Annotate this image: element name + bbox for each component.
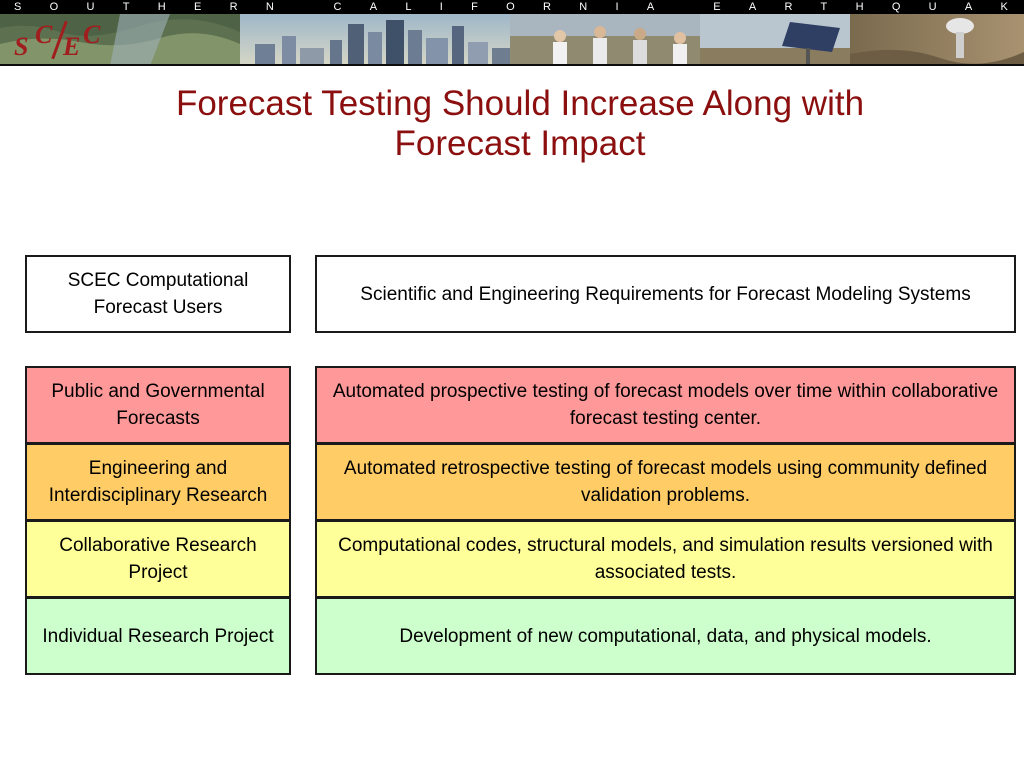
requirement-box-engineering: Automated retrospective testing of forec… — [315, 443, 1016, 521]
header-requirements-box: Scientific and Engineering Requirements … — [315, 255, 1016, 333]
title-line-2: Forecast Impact — [394, 124, 646, 163]
requirement-label: Automated retrospective testing of forec… — [343, 458, 988, 506]
logo-letter-s: S — [14, 32, 29, 61]
requirement-label: Computational codes, structural models, … — [338, 535, 993, 583]
banner-divider — [0, 64, 1024, 66]
user-box-engineering: Engineering and Interdisciplinary Resear… — [25, 443, 291, 521]
user-box-public: Public and Governmental Forecasts — [25, 366, 291, 444]
header-banner: SOUTHERN CALIFORNIA EARTHQUAKE CENTER S … — [0, 0, 1024, 66]
user-label: Engineering and Interdisciplinary Resear… — [48, 458, 268, 506]
header-users-label: SCEC Computational Forecast Users — [67, 270, 249, 318]
user-label: Individual Research Project — [42, 625, 274, 647]
requirement-label: Automated prospective testing of forecas… — [332, 381, 999, 429]
user-label: Collaborative Research Project — [59, 535, 257, 583]
logo-letter-c: C — [35, 20, 53, 49]
banner-photo-collage — [0, 14, 1024, 66]
user-label: Public and Governmental Forecasts — [51, 381, 265, 429]
requirement-box-public: Automated prospective testing of forecas… — [315, 366, 1016, 444]
user-box-collaborative: Collaborative Research Project — [25, 520, 291, 598]
header-users-box: SCEC Computational Forecast Users — [25, 255, 291, 333]
scec-logo: S C E C — [8, 18, 108, 61]
user-box-individual: Individual Research Project — [25, 597, 291, 675]
requirement-box-collaborative: Computational codes, structural models, … — [315, 520, 1016, 598]
logo-letter-c2: C — [83, 20, 101, 49]
header-requirements-label: Scientific and Engineering Requirements … — [360, 283, 971, 305]
requirement-label: Development of new computational, data, … — [399, 625, 932, 647]
title-line-1: Forecast Testing Should Increase Along w… — [175, 84, 865, 123]
requirement-box-individual: Development of new computational, data, … — [315, 597, 1016, 675]
slide-title: Forecast Testing Should Increase Along w… — [60, 84, 980, 164]
logo-letter-e: E — [63, 32, 81, 61]
organization-tagline: SOUTHERN CALIFORNIA EARTHQUAKE CENTER — [0, 0, 1024, 14]
